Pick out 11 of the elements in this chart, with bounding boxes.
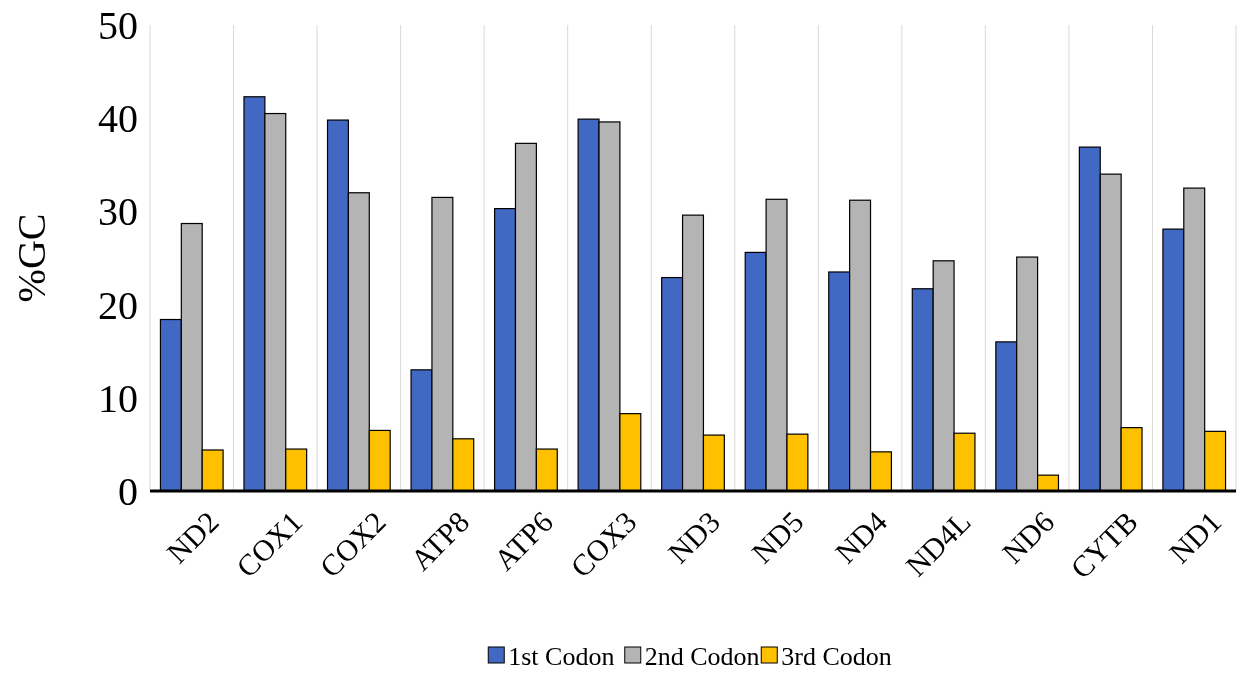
legend-label: 1st Codon bbox=[508, 642, 615, 672]
y-tick-label: 0 bbox=[118, 469, 138, 514]
y-tick-label: 30 bbox=[98, 189, 138, 235]
legend-label: 2nd Codon bbox=[644, 642, 760, 672]
x-tick-label: ND1 bbox=[1162, 504, 1228, 570]
y-tick-label: 20 bbox=[98, 282, 138, 328]
legend-label: 3rd Codon bbox=[781, 642, 892, 672]
y-tick-label: 40 bbox=[98, 96, 138, 142]
y-axis-title: %GC bbox=[9, 213, 54, 303]
y-tick-label: 10 bbox=[98, 375, 138, 421]
y-tick-label: 50 bbox=[98, 3, 138, 48]
